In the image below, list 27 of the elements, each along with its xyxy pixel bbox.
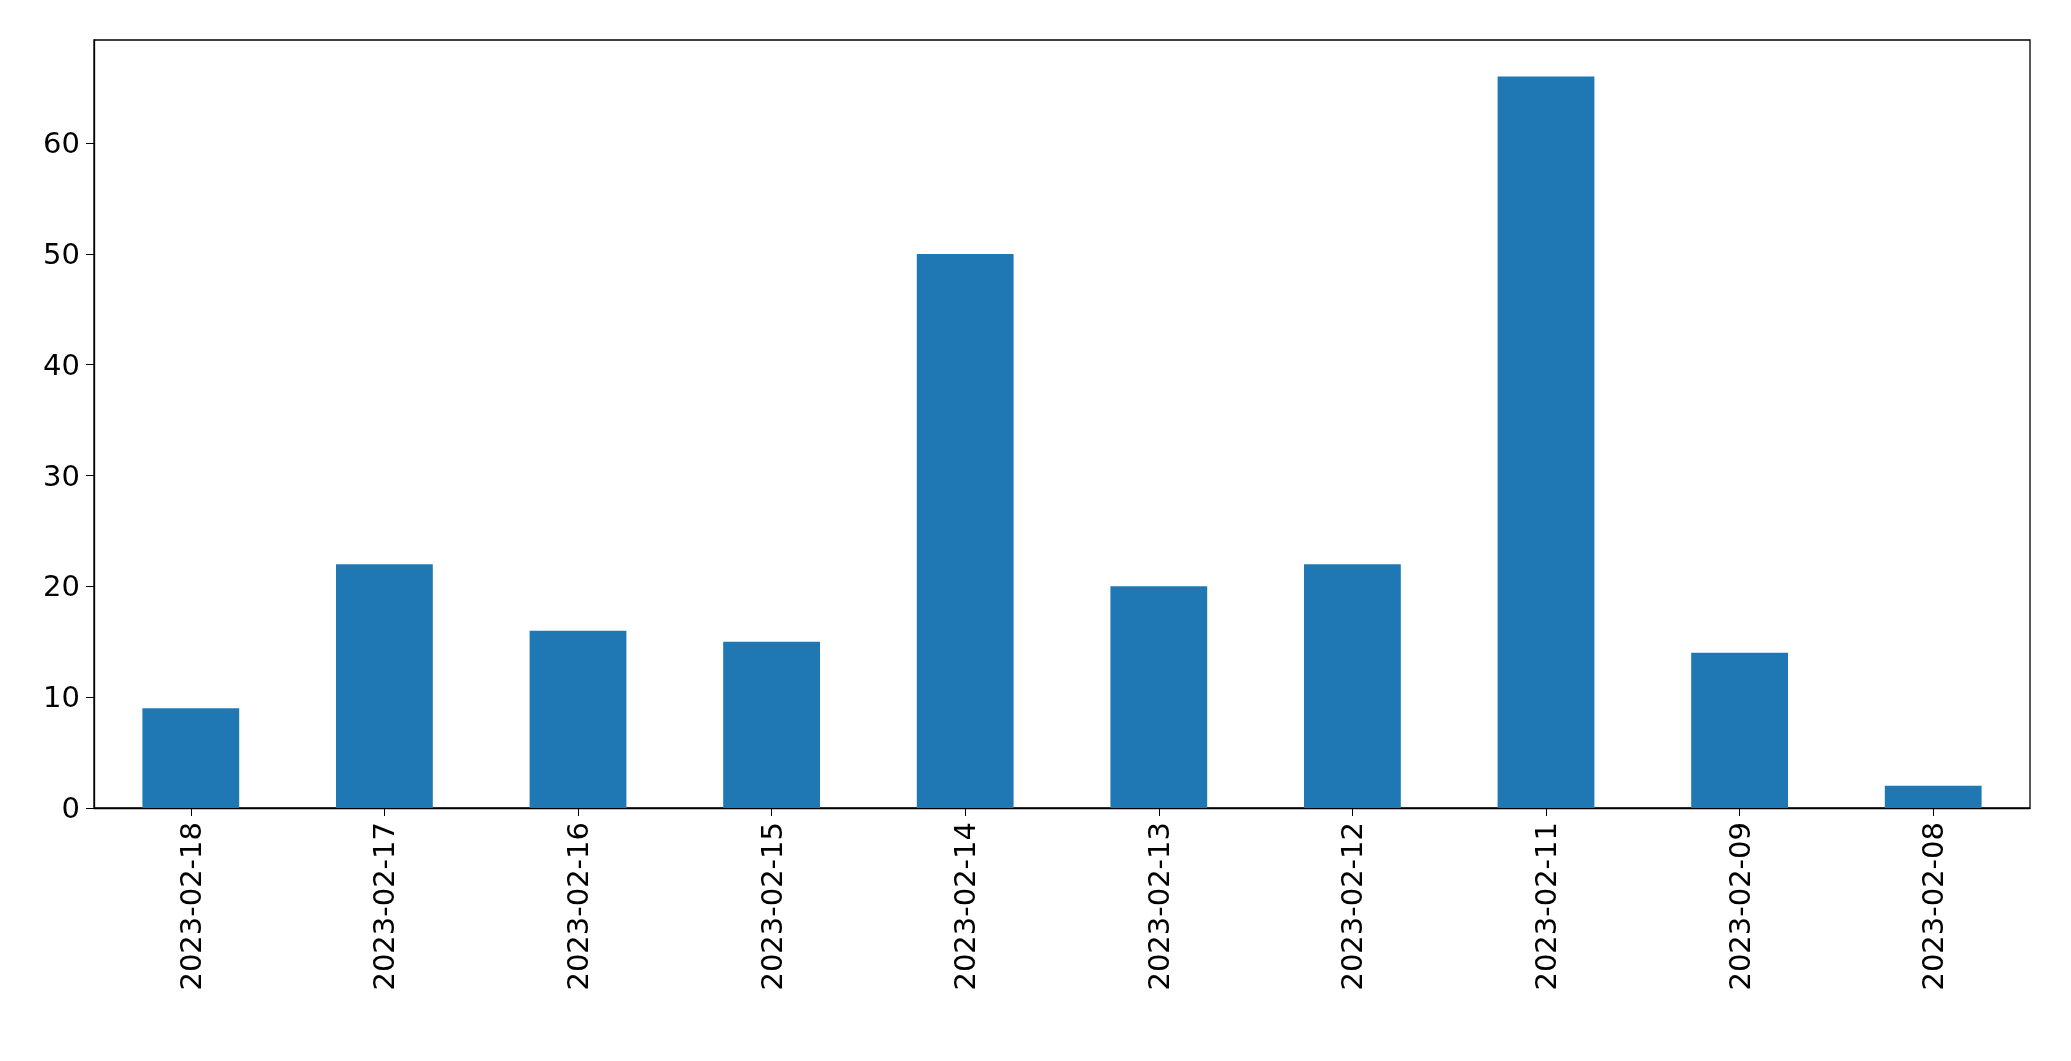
x-tick-label: 2023-02-17	[367, 822, 402, 991]
bar	[1110, 586, 1208, 808]
x-tick-label: 2023-02-11	[1529, 822, 1563, 991]
x-tick-label: 2023-02-12	[1335, 822, 1370, 991]
x-tick-label: 2023-02-18	[173, 822, 208, 991]
bar	[916, 253, 1014, 808]
x-tick-label: 2023-02-13	[1141, 822, 1176, 991]
y-tick-label: 0	[61, 791, 80, 825]
x-tick-label: 2023-02-09	[1722, 822, 1757, 991]
bar	[336, 564, 433, 808]
y-tick-label: 10	[43, 680, 80, 715]
bar	[1304, 564, 1401, 808]
y-tick-label: 50	[43, 236, 80, 271]
x-tick-label: 2023-02-16	[561, 822, 595, 991]
y-tick-label: 60	[43, 126, 80, 161]
bar	[1691, 652, 1788, 808]
y-tick-label: 40	[43, 347, 80, 382]
bar	[142, 708, 240, 808]
y-tick-label: 20	[43, 569, 80, 604]
x-tick-label: 2023-02-15	[754, 822, 789, 991]
bar	[723, 641, 820, 808]
bar	[529, 630, 627, 808]
y-tick-label: 30	[43, 458, 80, 493]
x-tick-label: 2023-02-08	[1916, 822, 1951, 991]
bar	[1884, 785, 1982, 808]
bar	[1497, 76, 1595, 808]
x-tick-label: 2023-02-14	[948, 822, 983, 991]
